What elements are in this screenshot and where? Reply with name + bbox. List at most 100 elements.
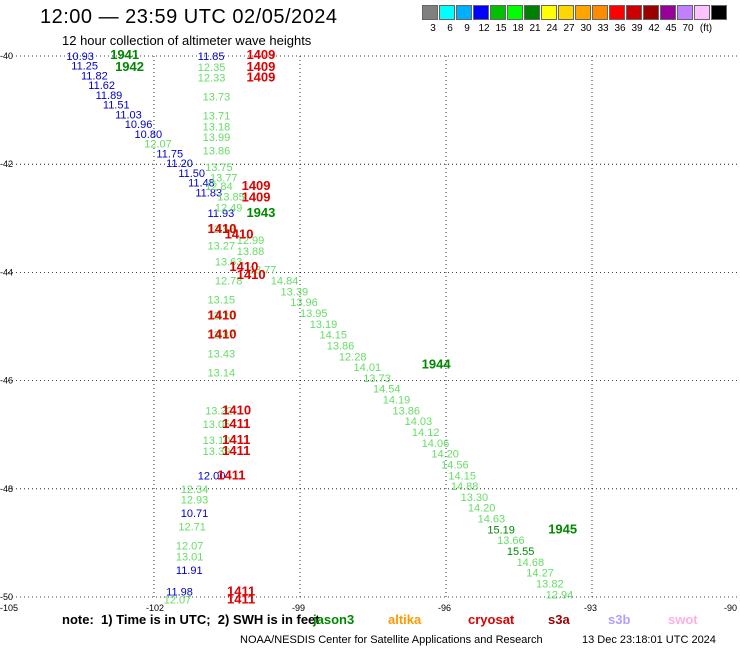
swh-value-label: 15.55 xyxy=(507,546,535,558)
satellite-legend-item: jason3 xyxy=(313,612,355,627)
swh-value-label: 14.03 xyxy=(405,416,433,428)
swh-value-label: 13.85 xyxy=(217,192,245,204)
swh-value-label: 12.35 xyxy=(198,62,226,74)
scale-tick-label: 18 xyxy=(512,23,524,34)
swh-value-label: 12.93 xyxy=(181,495,209,507)
scale-swatch xyxy=(524,5,540,20)
swh-value-label: 12.34 xyxy=(181,484,209,496)
swh-value-label: 13.43 xyxy=(208,349,236,361)
swh-value-label: 13.05 xyxy=(203,419,231,431)
scale-swatch xyxy=(541,5,557,20)
swh-value-label: 13.01 xyxy=(176,551,204,563)
swh-value-label: 14.15 xyxy=(319,330,347,342)
satellite-legend-item: altika xyxy=(388,612,422,627)
swh-value-label: 12.28 xyxy=(339,351,367,363)
swh-value-label: 12.07 xyxy=(144,139,172,151)
scale-swatch xyxy=(609,5,625,20)
orbit-number-label: 1411 xyxy=(217,467,245,482)
swh-value-label: 11.91 xyxy=(176,565,203,577)
swh-value-label: 13.63 xyxy=(215,257,243,269)
scale-tick-label: 3 xyxy=(430,23,436,34)
scale-swatch xyxy=(626,5,642,20)
scale-tick-label: 27 xyxy=(563,23,575,34)
swh-value-label: 11.62 xyxy=(88,80,115,92)
satellite-legend-item: cryosat xyxy=(468,612,515,627)
swh-value-label: 13.71 xyxy=(203,111,231,123)
swh-value-label: 13.99 xyxy=(203,132,231,144)
swh-value-label: 12.33 xyxy=(198,73,226,85)
orbit-number-label: 1410 xyxy=(229,259,258,274)
lon-tick-label: -93 xyxy=(584,603,597,613)
scale-swatch xyxy=(575,5,591,20)
swh-value-label: 13.15 xyxy=(208,294,236,306)
swh-value-label: 11.83 xyxy=(195,187,222,199)
lon-tick-label: -105 xyxy=(0,603,18,613)
swh-value-label: 13.82 xyxy=(536,578,564,590)
satellite-legend-item: s3a xyxy=(548,612,570,627)
scale-tick-label: 24 xyxy=(546,23,558,34)
orbit-number-label: 1410 xyxy=(222,402,251,417)
orbit-number-label: 1410 xyxy=(208,327,237,342)
scale-unit-label: (ft) xyxy=(699,23,713,34)
swh-value-label: 14.63 xyxy=(478,514,506,526)
swh-value-label: 13.39 xyxy=(203,446,231,458)
swh-value-label: 14.15 xyxy=(448,470,476,482)
swh-value-label: 11.51 xyxy=(103,100,130,112)
swh-labels: 10.9311.2511.8211.6211.8911.5111.0310.96… xyxy=(66,51,573,607)
swh-value-label: 14.20 xyxy=(431,449,459,461)
orbit-number-label: 1410 xyxy=(225,227,254,242)
lon-tick-label: -102 xyxy=(146,603,164,613)
map-grid xyxy=(8,55,738,598)
swh-value-label: 14.68 xyxy=(517,557,545,569)
scale-swatch xyxy=(422,5,438,20)
orbit-number-label: 1411 xyxy=(222,432,250,447)
orbit-number-label: 1941 xyxy=(110,47,139,62)
scale-tick-label: 15 xyxy=(495,23,507,34)
swh-value-label: 12.94 xyxy=(546,589,574,601)
orbit-number-label: 1411 xyxy=(227,584,255,599)
swh-value-label: 12.07 xyxy=(176,541,204,553)
scale-tick-label: 33 xyxy=(597,23,609,34)
chart-title: 12:00 — 23:59 UTC 02/05/2024 xyxy=(40,6,338,28)
swh-value-label: 13.77 xyxy=(249,265,277,277)
swh-value-label: 11.48 xyxy=(188,178,215,190)
swh-value-label: 12.00 xyxy=(198,470,226,482)
swh-value-label: 11.75 xyxy=(156,148,183,160)
scale-swatch xyxy=(490,5,506,20)
footer-timestamp: 13 Dec 23:18:01 UTC 2024 xyxy=(582,634,716,646)
orbit-number-label: 1409 xyxy=(246,47,275,62)
scale-tick-label: 30 xyxy=(580,23,592,34)
scale-swatch xyxy=(660,5,676,20)
lon-tick-label: -96 xyxy=(438,603,451,613)
orbit-number-label: 1945 xyxy=(548,521,577,536)
orbit-labels: 1941194214091409140914091409194314101410… xyxy=(110,47,577,607)
orbit-number-label: 1409 xyxy=(242,178,271,193)
swh-value-label: 13.14 xyxy=(208,367,236,379)
swh-value-label: 13.22 xyxy=(205,405,233,417)
swh-value-label: 11.20 xyxy=(166,158,193,170)
swh-value-label: 12.78 xyxy=(215,276,243,288)
orbit-number-label: 1410 xyxy=(237,267,266,282)
orbit-number-label: 1943 xyxy=(246,205,275,220)
swh-value-label: 12.07 xyxy=(164,595,192,607)
swh-value-label: 13.86 xyxy=(327,340,355,352)
swh-value-label: 11.03 xyxy=(115,109,142,121)
swh-value-label: 10.71 xyxy=(181,508,209,520)
swh-value-label: 11.93 xyxy=(208,208,235,220)
swh-value-label: 12.71 xyxy=(178,522,206,534)
scale-swatch xyxy=(456,5,472,20)
satellite-legend-item: s3b xyxy=(608,612,631,627)
orbit-number-label: 1942 xyxy=(115,59,144,74)
swh-value-label: 14.01 xyxy=(354,362,382,374)
swh-value-label: 11.85 xyxy=(198,51,225,63)
swh-value-label: 10.80 xyxy=(135,129,163,141)
scale-swatch xyxy=(473,5,489,20)
swh-value-label: 13.96 xyxy=(290,297,318,309)
swh-value-label: 13.77 xyxy=(210,173,238,185)
footnote: note: 1) Time is in UTC; 2) SWH is in fe… xyxy=(62,612,320,627)
orbit-number-label: 1411 xyxy=(222,443,250,458)
swh-value-label: 14.56 xyxy=(441,459,469,471)
swh-value-label: 14.20 xyxy=(468,503,496,515)
lat-tick-label: -50 xyxy=(0,592,13,602)
